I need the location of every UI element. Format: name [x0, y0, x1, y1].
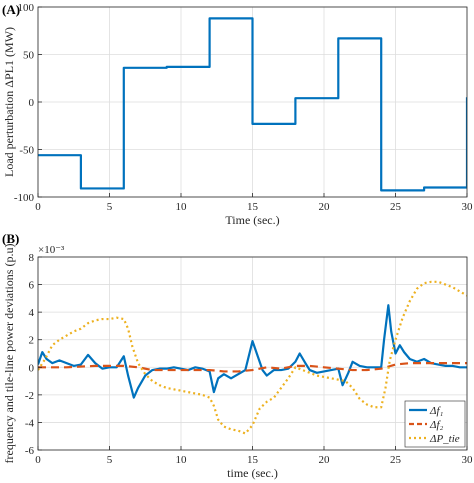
- y-tick-label: 100: [18, 2, 35, 14]
- y-tick-label: -50: [19, 145, 34, 157]
- x-tick-label: 0: [35, 454, 41, 466]
- x-tick-label: 15: [247, 454, 259, 466]
- panel-b-grid: [37, 256, 468, 451]
- y-tick-label: -4: [25, 417, 35, 429]
- series-line-3: [38, 280, 467, 435]
- y-tick-label: 4: [29, 307, 35, 319]
- x-tick-label: 25: [390, 201, 402, 213]
- x-tick-label: 20: [319, 201, 331, 213]
- x-tick-label: 20: [319, 454, 331, 466]
- legend-label-1: Δf₁: [429, 405, 444, 417]
- x-tick-label: 30: [462, 454, 474, 466]
- x-tick-label: 10: [176, 454, 188, 466]
- panel-a-label: (A): [2, 2, 20, 17]
- series-line-1: [38, 304, 467, 399]
- panel-b-label: (B): [2, 231, 19, 246]
- panel-a-y-axis-label: Load perturbation ΔPL1 (MW): [2, 27, 16, 177]
- panel-a-x-axis-label: Time (sec.): [225, 213, 279, 227]
- panel-b-legend: Δf₁ Δf₂ ΔP_tie: [404, 400, 466, 448]
- panel-b-x-ticks: 0 5 10 15 20 25 30: [35, 446, 473, 466]
- y-tick-label: -2: [25, 390, 34, 402]
- panel-b-series: [38, 280, 467, 435]
- panel-a-series: [38, 17, 467, 192]
- panel-b-y-ticks: -6 -4 -2 0 2 4 6 8: [25, 252, 42, 457]
- panel-b-y-axis-label: frequency and tile-line power deviations…: [2, 244, 16, 464]
- legend-box: [404, 400, 466, 448]
- panel-a-x-ticks: 0 5 10 15 20 25 30: [35, 193, 473, 213]
- y-tick-label: 2: [29, 335, 35, 347]
- x-tick-label: 25: [390, 454, 402, 466]
- panel-b: (B) 0 5 10 15 20 25 30 -6 -4 -2 0 2 4 6 8 ×10⁻³ time …: [2, 231, 473, 480]
- x-tick-label: 5: [107, 454, 113, 466]
- legend-label-3: ΔP_tie: [429, 433, 460, 445]
- series-line-1: [38, 17, 467, 192]
- panel-a-y-ticks: -100 -50 0 50 100: [14, 2, 42, 204]
- x-tick-label: 30: [462, 201, 474, 213]
- y-tick-label: -100: [14, 192, 35, 204]
- x-tick-label: 5: [107, 201, 113, 213]
- x-tick-label: 10: [176, 201, 188, 213]
- x-tick-label: 0: [35, 201, 41, 213]
- panel-b-x-axis-label: time (sec.): [227, 466, 278, 480]
- y-tick-label: 50: [23, 50, 35, 62]
- y-tick-label: 6: [29, 280, 35, 292]
- y-tick-label: 8: [29, 252, 35, 264]
- y-tick-label: -6: [25, 445, 35, 457]
- legend-label-2: Δf₂: [429, 419, 444, 431]
- panel-a: (A) 0 5 10 15 20 25 30 -100 -50 0 50 100 Time (sec…: [2, 2, 473, 227]
- y-tick-label: 0: [29, 362, 35, 374]
- y-tick-label: 0: [29, 97, 35, 109]
- x-tick-label: 15: [247, 201, 259, 213]
- panel-b-y-exponent: ×10⁻³: [38, 244, 65, 256]
